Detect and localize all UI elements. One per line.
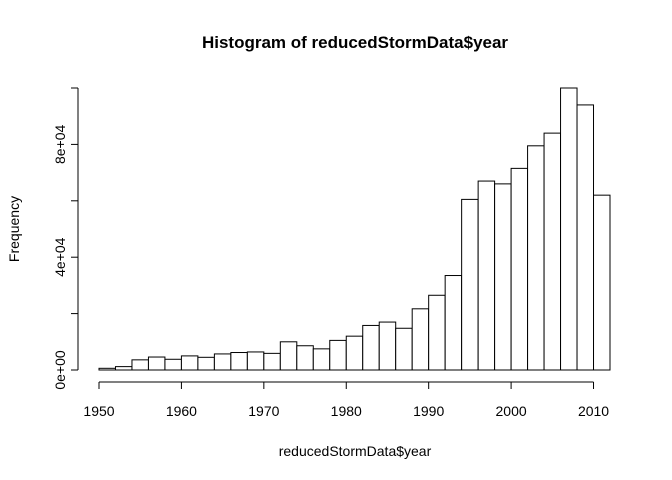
histogram-bar bbox=[428, 294, 446, 371]
histogram-bar bbox=[362, 324, 380, 371]
histogram-bar bbox=[444, 275, 463, 371]
y-axis: 0e+00 4e+04 8e+04 bbox=[52, 87, 79, 390]
histogram-bar bbox=[494, 183, 512, 371]
x-tick-label: 1970 bbox=[248, 403, 279, 419]
y-tick-label: 4e+04 bbox=[52, 237, 68, 277]
histogram-bar bbox=[180, 355, 199, 371]
histogram-bar bbox=[411, 308, 430, 371]
y-tick-label: 8e+04 bbox=[52, 125, 68, 165]
histogram-bar bbox=[246, 351, 265, 371]
x-tick-label: 2010 bbox=[578, 403, 609, 419]
histogram-bar bbox=[461, 198, 479, 371]
histogram-bar bbox=[131, 359, 149, 371]
histogram-bar bbox=[114, 366, 133, 371]
histogram-bar bbox=[279, 341, 298, 371]
histogram-bar bbox=[98, 367, 116, 371]
histogram-bar bbox=[477, 180, 496, 371]
histogram-bar bbox=[147, 356, 166, 371]
histogram-bar bbox=[527, 145, 545, 371]
histogram-bar bbox=[576, 104, 595, 371]
histogram-bar bbox=[329, 339, 347, 371]
histogram-bar bbox=[197, 356, 215, 371]
histogram-bar bbox=[560, 87, 578, 371]
x-tick-label: 2000 bbox=[496, 403, 527, 419]
histogram-bar bbox=[296, 345, 314, 371]
x-tick-label: 1990 bbox=[413, 403, 444, 419]
x-axis-label: reducedStormData$year bbox=[279, 443, 432, 459]
histogram-bar bbox=[345, 335, 364, 371]
x-tick-label: 1950 bbox=[83, 403, 114, 419]
x-axis: 1950 1960 1970 1980 1990 2000 2010 bbox=[83, 381, 609, 419]
y-tick-label: 0e+00 bbox=[52, 350, 68, 390]
x-tick-label: 1980 bbox=[331, 403, 362, 419]
histogram-bar bbox=[510, 167, 529, 371]
histogram-bar bbox=[543, 132, 562, 371]
chart-title: Histogram of reducedStormData$year bbox=[202, 33, 508, 52]
x-tick-label: 1960 bbox=[166, 403, 197, 419]
histogram-bar bbox=[378, 321, 397, 371]
histogram-bar bbox=[213, 353, 232, 371]
histogram-bar bbox=[312, 348, 331, 371]
y-axis-label: Frequency bbox=[6, 196, 22, 262]
bars-group bbox=[98, 87, 611, 371]
histogram-bar bbox=[593, 194, 611, 371]
histogram-bar bbox=[395, 327, 413, 371]
histogram-bar bbox=[263, 352, 281, 371]
histogram-bar bbox=[230, 352, 248, 371]
histogram-bar bbox=[164, 358, 182, 371]
